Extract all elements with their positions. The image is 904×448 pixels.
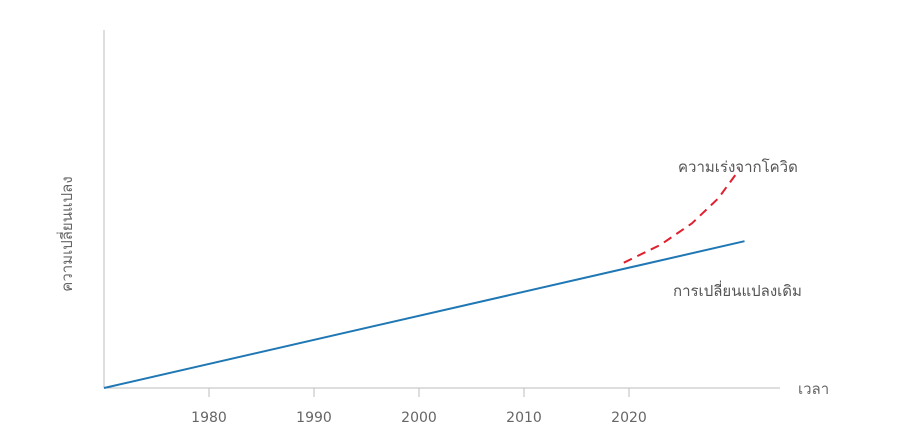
y-axis-label: ความเปลี่ยนแปลง [56,176,76,291]
x-tick-label: 2010 [506,410,542,426]
series-label-0: การเปลี่ยนแปลงเดิม [673,280,802,300]
series-labels: การเปลี่ยนแปลงเดิม ความเร่งจากโควิด [673,158,802,300]
x-ticks: 1980 1990 2000 2010 2020 [191,388,647,426]
series-label-1: ความเร่งจากโควิด [678,158,798,176]
series-layer [103,169,745,389]
series-line-1 [623,169,741,264]
x-tick-label: 1980 [191,410,227,426]
x-tick-label: 1990 [296,410,332,426]
x-tick-label: 2020 [611,410,647,426]
series-line-0 [103,240,745,389]
x-tick-label: 2000 [401,410,437,426]
x-axis-label: เวลา [798,380,829,398]
